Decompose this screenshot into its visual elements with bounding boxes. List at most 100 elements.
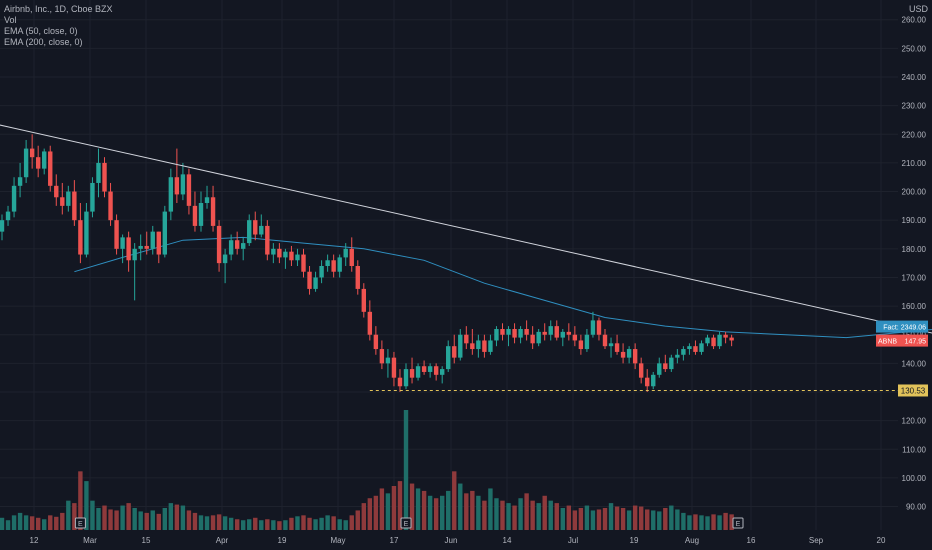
candle-body <box>651 374 656 387</box>
candle-body <box>663 363 668 370</box>
candle-body <box>355 266 360 289</box>
candle-body <box>415 366 421 378</box>
candle-body <box>96 162 101 183</box>
legend-symbol[interactable]: Airbnb, Inc., 1D, Cboe BZX <box>4 4 113 14</box>
volume-bar <box>234 519 240 530</box>
candle-body <box>500 329 505 335</box>
legend-volume[interactable]: Vol <box>4 15 17 25</box>
candle-body <box>476 340 481 350</box>
volume-bar <box>54 516 59 530</box>
candle-body <box>331 260 336 272</box>
price-tick-label: 210.00 <box>902 159 927 168</box>
time-axis[interactable]: 12 Mar 15 Apr 19 May 17 Jun 14 Jul 19 Aug 16 Sep 20 <box>30 536 886 545</box>
volume-bar <box>84 481 89 530</box>
price-axis[interactable]: 90.00100.00110.00120.00130.00140.00150.0… <box>902 16 927 512</box>
candle-body <box>180 174 186 195</box>
price-tick-label: 90.00 <box>906 503 927 512</box>
volume-bar <box>17 512 23 530</box>
candle-body <box>681 349 686 355</box>
volume-bar <box>35 517 41 530</box>
earnings-marker-box <box>400 517 412 529</box>
volume-bar <box>216 514 222 530</box>
volume-bar <box>307 517 312 530</box>
price-tick-label: 240.00 <box>902 73 927 82</box>
candle-body <box>0 220 5 232</box>
candle-body <box>439 369 445 375</box>
time-tick-label: Jul <box>568 536 578 545</box>
candle-body <box>42 151 47 169</box>
candle-body <box>711 337 716 347</box>
volume-bar <box>90 500 95 530</box>
candle-body <box>373 334 379 350</box>
candle-body <box>132 248 137 261</box>
volume-bar <box>156 513 161 530</box>
volume-bar <box>253 517 258 530</box>
candle-body <box>506 329 511 335</box>
volume-bar <box>566 505 572 530</box>
legend-ema200[interactable]: EMA (200, close, 0) <box>4 37 83 47</box>
volume-bar <box>319 517 324 530</box>
volume-bar <box>325 515 330 530</box>
candle-body <box>259 225 264 235</box>
candle-body <box>72 191 77 221</box>
earnings-marker-upcoming-box <box>732 517 744 529</box>
candle-body <box>319 266 324 278</box>
candle-body <box>620 351 626 358</box>
volume-bar <box>11 515 17 530</box>
candle-body <box>156 231 161 255</box>
candle-body <box>114 220 119 249</box>
candle-body <box>60 197 65 206</box>
price-tick-label: 100.00 <box>902 474 927 483</box>
candle-body <box>253 220 258 235</box>
candle-body <box>578 340 584 350</box>
price-tick-label: 140.00 <box>902 359 927 368</box>
candle-body <box>192 205 198 226</box>
candlesticks <box>0 134 734 392</box>
volume-bar <box>433 498 439 530</box>
volume-bar <box>96 508 101 530</box>
candle-body <box>343 248 348 258</box>
trend-line[interactable] <box>0 123 932 389</box>
candle-body <box>168 177 174 212</box>
volume-bar <box>645 509 650 530</box>
candle-body <box>150 231 155 249</box>
candle-body <box>687 346 692 350</box>
candle-body <box>427 366 433 372</box>
time-tick-label: Apr <box>216 536 229 545</box>
legend-ema50[interactable]: EMA (50, close, 0) <box>4 26 78 36</box>
candle-body <box>222 254 228 264</box>
candle-body <box>90 182 95 212</box>
volume-bar <box>590 510 596 530</box>
candle-body <box>729 337 734 341</box>
candle-body <box>602 334 608 347</box>
candle-body <box>409 369 415 378</box>
price-tick-label: 190.00 <box>902 216 927 225</box>
volume-bar <box>681 512 686 530</box>
candle-body <box>228 240 234 255</box>
price-tick-label: 220.00 <box>902 130 927 139</box>
candle-body <box>35 157 41 169</box>
candle-body <box>337 257 342 272</box>
candle-body <box>614 343 620 352</box>
earnings-marker-upcoming: E <box>736 521 741 528</box>
volume-bar <box>699 515 704 530</box>
volume-bar <box>228 517 234 530</box>
volume-bar <box>138 511 143 530</box>
candle-body <box>723 334 728 338</box>
candle-body <box>379 349 385 364</box>
candle-body <box>313 277 318 289</box>
volume-bar <box>663 508 668 530</box>
candle-body <box>301 254 306 272</box>
volume-bar <box>210 515 216 530</box>
candle-body <box>536 331 541 344</box>
volume-bar <box>331 516 336 530</box>
volume-bar <box>150 510 155 530</box>
currency-label[interactable]: USD <box>908 4 928 14</box>
volume-bar <box>379 488 385 530</box>
price-tick-label: 160.00 <box>902 302 927 311</box>
volume-bar <box>452 471 457 530</box>
volume-bar <box>572 510 578 530</box>
candle-body <box>241 243 246 249</box>
